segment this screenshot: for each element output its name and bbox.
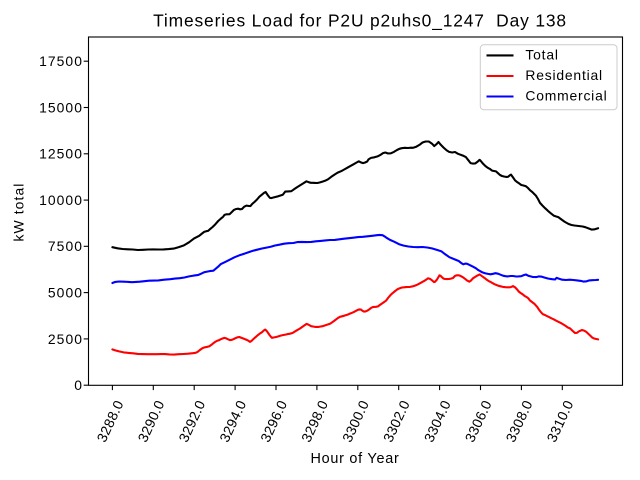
svg-text:Timeseries Load for P2U p2uhs0: Timeseries Load for P2U p2uhs0_1247 Day … <box>153 11 567 31</box>
svg-text:5000: 5000 <box>48 285 83 301</box>
svg-text:7500: 7500 <box>48 238 83 254</box>
svg-text:Total: Total <box>525 46 558 62</box>
svg-text:Residential: Residential <box>525 67 603 83</box>
svg-text:17500: 17500 <box>39 53 83 69</box>
svg-text:12500: 12500 <box>39 146 83 162</box>
svg-text:10000: 10000 <box>39 192 83 208</box>
svg-text:2500: 2500 <box>48 331 83 347</box>
svg-text:15000: 15000 <box>39 99 83 115</box>
svg-text:0: 0 <box>74 377 83 393</box>
svg-text:Commercial: Commercial <box>525 87 607 103</box>
svg-text:Hour of Year: Hour of Year <box>310 451 399 467</box>
svg-text:kW total: kW total <box>11 183 27 242</box>
